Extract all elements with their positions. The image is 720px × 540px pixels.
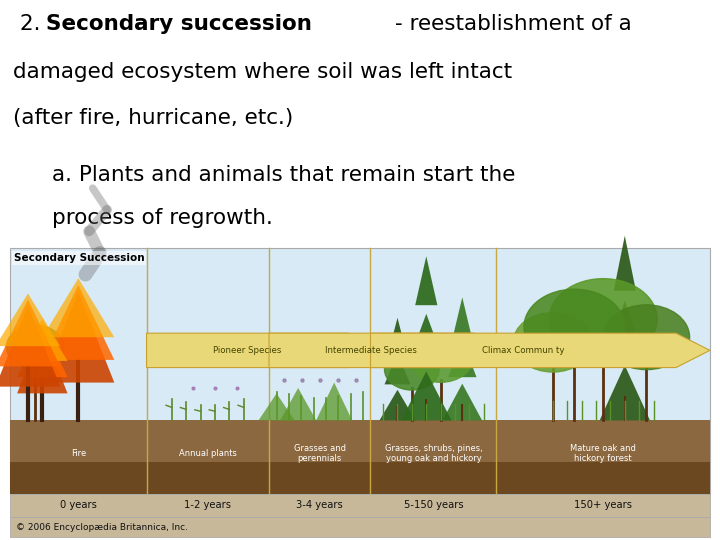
Polygon shape xyxy=(454,297,471,334)
FancyBboxPatch shape xyxy=(10,420,710,494)
Text: Pioneer Species: Pioneer Species xyxy=(213,346,282,355)
Text: damaged ecosystem where soil was left intact: damaged ecosystem where soil was left in… xyxy=(13,62,512,82)
Point xyxy=(278,376,289,384)
Polygon shape xyxy=(379,390,415,420)
Point xyxy=(210,383,221,392)
Text: 0 years: 0 years xyxy=(60,501,96,510)
Polygon shape xyxy=(42,292,114,382)
FancyBboxPatch shape xyxy=(10,248,710,494)
Text: 150+ years: 150+ years xyxy=(574,501,632,510)
Text: Grasses, shrubs, pines,
young oak and hickory: Grasses, shrubs, pines, young oak and hi… xyxy=(384,444,482,463)
Text: Secondary succession: Secondary succession xyxy=(46,14,312,33)
Text: 1-2 years: 1-2 years xyxy=(184,501,231,510)
Text: 5-150 years: 5-150 years xyxy=(404,501,463,510)
Point xyxy=(314,376,325,384)
Circle shape xyxy=(603,305,690,369)
Circle shape xyxy=(408,334,473,382)
Polygon shape xyxy=(0,300,60,366)
Polygon shape xyxy=(280,388,316,420)
Text: 2.: 2. xyxy=(13,14,48,33)
Text: Intermediate Species: Intermediate Species xyxy=(325,346,418,355)
Text: process of regrowth.: process of regrowth. xyxy=(52,208,273,228)
Polygon shape xyxy=(42,285,114,360)
Polygon shape xyxy=(401,372,451,420)
Point xyxy=(231,383,243,392)
Polygon shape xyxy=(258,393,294,420)
Polygon shape xyxy=(269,333,497,368)
Text: Secondary Succession: Secondary Succession xyxy=(14,253,144,263)
Polygon shape xyxy=(17,323,68,377)
Polygon shape xyxy=(415,256,437,305)
Polygon shape xyxy=(390,318,405,348)
Polygon shape xyxy=(607,300,643,355)
Polygon shape xyxy=(384,354,410,384)
Polygon shape xyxy=(448,340,477,377)
Text: Climax Commun ty: Climax Commun ty xyxy=(482,346,564,355)
Text: Annual plants: Annual plants xyxy=(179,449,237,458)
Polygon shape xyxy=(371,333,710,368)
Polygon shape xyxy=(316,382,352,420)
Polygon shape xyxy=(613,235,636,291)
Circle shape xyxy=(384,349,439,390)
Polygon shape xyxy=(443,383,482,420)
Polygon shape xyxy=(17,328,68,393)
Circle shape xyxy=(6,325,64,368)
Circle shape xyxy=(513,313,593,372)
Polygon shape xyxy=(0,306,60,387)
FancyBboxPatch shape xyxy=(10,494,710,517)
Circle shape xyxy=(549,279,657,360)
Text: Mature oak and
hickory forest: Mature oak and hickory forest xyxy=(570,444,636,463)
Text: Fire: Fire xyxy=(71,449,86,458)
Text: © 2006 Encyclopædia Britannica, Inc.: © 2006 Encyclopædia Britannica, Inc. xyxy=(16,523,188,531)
Polygon shape xyxy=(17,319,68,361)
FancyBboxPatch shape xyxy=(10,517,710,537)
Polygon shape xyxy=(147,333,371,368)
Point xyxy=(296,376,307,384)
Circle shape xyxy=(524,289,625,365)
Text: a. Plants and animals that remain start the: a. Plants and animals that remain start … xyxy=(52,165,516,185)
Point xyxy=(188,383,199,392)
Polygon shape xyxy=(42,278,114,337)
Polygon shape xyxy=(600,365,650,420)
Text: Grasses and
perennials: Grasses and perennials xyxy=(294,444,346,463)
Polygon shape xyxy=(408,314,444,363)
Text: - reestablishment of a: - reestablishment of a xyxy=(395,14,631,33)
Text: 3-4 years: 3-4 years xyxy=(297,501,343,510)
Polygon shape xyxy=(0,293,60,346)
Point xyxy=(350,376,361,384)
Point xyxy=(332,376,343,384)
FancyBboxPatch shape xyxy=(10,462,710,494)
Text: (after fire, hurricane, etc.): (after fire, hurricane, etc.) xyxy=(13,108,293,128)
